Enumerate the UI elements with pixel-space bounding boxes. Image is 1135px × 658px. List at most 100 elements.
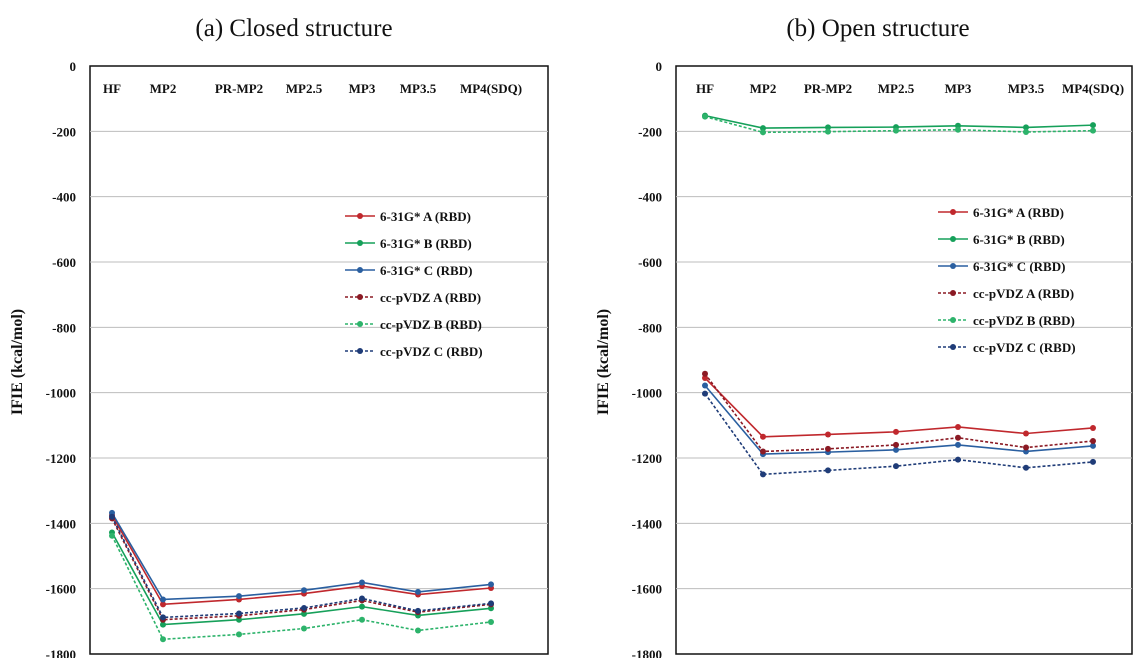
legend-label: 6-31G* B (RBD) xyxy=(380,236,472,251)
data-point xyxy=(109,513,115,520)
y-tick-label: 0 xyxy=(656,59,663,74)
y-tick-label: -1000 xyxy=(46,386,76,401)
x-tick-label: MP2.5 xyxy=(286,81,323,96)
x-tick-label: MP2 xyxy=(750,81,777,96)
y-tick-label: -1200 xyxy=(632,451,662,466)
legend-swatch-marker xyxy=(950,263,956,269)
y-axis-label: IFIE (kcal/mol) xyxy=(595,309,612,415)
x-tick-labels: HF MP2 PR-MP2 MP2.5 MP3 MP3.5 MP4(SDQ) xyxy=(696,81,1124,96)
data-point xyxy=(301,587,307,594)
data-point xyxy=(359,595,365,602)
data-point xyxy=(702,382,708,389)
legend-label: cc-pVDZ C (RBD) xyxy=(973,340,1076,355)
grid-lines xyxy=(90,130,548,590)
data-point xyxy=(1090,442,1096,449)
data-point xyxy=(825,467,831,474)
x-tick-label: MP3 xyxy=(349,81,376,96)
legend-swatch-marker xyxy=(357,321,363,327)
data-point xyxy=(702,390,708,397)
data-point xyxy=(488,618,494,625)
y-tick-label: 0 xyxy=(70,59,77,74)
data-point xyxy=(955,456,961,463)
y-axis-label: IFIE (kcal/mol) xyxy=(9,309,26,415)
data-point xyxy=(1023,128,1029,135)
data-point xyxy=(955,434,961,441)
data-point xyxy=(702,370,708,377)
x-tick-label: PR-MP2 xyxy=(215,81,263,96)
panel-closed-structure: (a) Closed structure IFIE (kcal/mol) 0 -2… xyxy=(9,15,549,658)
data-point xyxy=(893,463,899,470)
data-point xyxy=(1023,444,1029,451)
y-tick-label: -600 xyxy=(638,255,662,270)
y-tick-label: -800 xyxy=(52,320,76,335)
y-tick-label: -200 xyxy=(52,124,76,139)
x-tick-label: MP4(SDQ) xyxy=(460,81,522,96)
series-line xyxy=(111,512,492,601)
data-point xyxy=(1090,458,1096,465)
y-tick-label: -800 xyxy=(638,320,662,335)
y-tick-label: -1600 xyxy=(46,582,76,597)
y-tick-label: -600 xyxy=(52,255,76,270)
legend-label: 6-31G* A (RBD) xyxy=(380,209,471,224)
data-point xyxy=(955,126,961,133)
panel-open-structure: (b) Open structure IFIE (kcal/mol) 0 -200… xyxy=(595,15,1133,658)
legend-label: cc-pVDZ A (RBD) xyxy=(380,290,481,305)
data-point xyxy=(1023,464,1029,471)
data-point xyxy=(760,433,766,440)
data-point xyxy=(702,374,708,381)
data-point xyxy=(893,446,899,453)
data-point xyxy=(1023,124,1029,131)
chart-title: (b) Open structure xyxy=(786,15,969,42)
data-point xyxy=(359,603,365,610)
y-tick-label: -400 xyxy=(52,190,76,205)
data-point xyxy=(415,588,421,595)
series-line xyxy=(704,384,1094,455)
legend: 6-31G* A (RBD) 6-31G* B (RBD) 6-31G* C (RB… xyxy=(345,209,483,359)
legend-label: cc-pVDZ B (RBD) xyxy=(973,313,1075,328)
data-point xyxy=(955,423,961,430)
legend-swatch-marker xyxy=(950,317,956,323)
legend-label: cc-pVDZ C (RBD) xyxy=(380,344,483,359)
legend: 6-31G* A (RBD) 6-31G* B (RBD) 6-31G* C (RB… xyxy=(938,205,1076,355)
data-point xyxy=(236,631,242,638)
y-tick-label: -1400 xyxy=(632,516,662,531)
legend-swatch-marker xyxy=(950,236,956,242)
legend-label: cc-pVDZ B (RBD) xyxy=(380,317,482,332)
grid-lines xyxy=(676,130,1132,590)
x-tick-label: MP3.5 xyxy=(1008,81,1045,96)
y-tick-label: -1400 xyxy=(46,516,76,531)
legend-label: 6-31G* B (RBD) xyxy=(973,232,1065,247)
data-point xyxy=(1090,438,1096,445)
series-line xyxy=(704,377,1094,438)
data-point xyxy=(760,448,766,455)
y-tick-label: -1200 xyxy=(46,451,76,466)
data-point xyxy=(301,625,307,632)
x-tick-label: MP4(SDQ) xyxy=(1062,81,1124,96)
x-tick-label: MP2.5 xyxy=(878,81,915,96)
data-point xyxy=(160,621,166,628)
x-tick-label: MP3.5 xyxy=(400,81,437,96)
y-tick-label: -1800 xyxy=(46,647,76,658)
series-line xyxy=(111,516,492,619)
data-point xyxy=(359,579,365,586)
data-point xyxy=(893,127,899,134)
data-point xyxy=(236,593,242,600)
data-point xyxy=(825,431,831,438)
legend-label: 6-31G* C (RBD) xyxy=(973,259,1065,274)
data-point xyxy=(301,604,307,611)
data-point xyxy=(893,428,899,435)
data-point xyxy=(301,610,307,617)
x-tick-label: PR-MP2 xyxy=(804,81,852,96)
series-group xyxy=(702,112,1096,478)
data-point xyxy=(415,627,421,634)
y-tick-label: -1800 xyxy=(632,647,662,658)
data-point xyxy=(160,596,166,603)
x-tick-label: HF xyxy=(103,81,121,96)
data-point xyxy=(825,445,831,452)
legend-swatch-marker xyxy=(357,213,363,219)
data-point xyxy=(955,441,961,448)
data-point xyxy=(760,471,766,478)
series-line xyxy=(704,373,1094,453)
data-point xyxy=(1090,127,1096,134)
